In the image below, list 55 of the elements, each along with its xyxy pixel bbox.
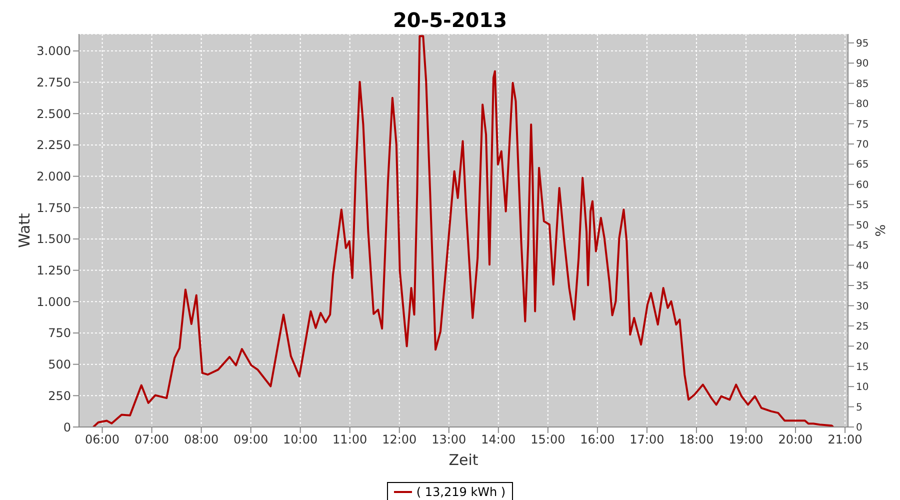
y2-tick-label: 90 xyxy=(856,58,869,70)
y-axis-title: Watt xyxy=(15,212,34,248)
y2-tick-label: 75 xyxy=(856,119,869,130)
x-tick-label: 12:00 xyxy=(382,432,417,447)
y-tick-label: 250 xyxy=(48,388,71,403)
y2-tick-label: 40 xyxy=(856,260,869,272)
y-tick-label: 2.000 xyxy=(36,170,71,184)
line-series xyxy=(92,35,834,427)
y-tick-label: 2.500 xyxy=(36,106,71,121)
x-tick-label: 21:00 xyxy=(828,432,862,447)
y2-tick-label: 20 xyxy=(856,342,869,353)
y2-axis-title: % xyxy=(871,224,886,237)
x-tick-label: 08:00 xyxy=(184,432,219,447)
y2-tick-label: 55 xyxy=(856,200,869,212)
y2-tick-label: 0 xyxy=(856,422,862,434)
y2-tick-label: 65 xyxy=(856,160,869,171)
y2-tick-label: 25 xyxy=(856,321,869,332)
y-tick-label: 1.500 xyxy=(36,232,71,246)
x-tick-label: 07:00 xyxy=(134,432,170,447)
y2-tick-label: 10 xyxy=(856,382,869,394)
y-tick-label: 1.250 xyxy=(36,264,71,278)
y-tick-label: 2.750 xyxy=(36,76,71,90)
y2-tick-label: 80 xyxy=(856,99,869,110)
x-tick-label: 16:00 xyxy=(580,432,615,447)
y2-tick-label: 50 xyxy=(856,220,869,232)
y-tick-label: 1.000 xyxy=(36,294,71,309)
x-tick-label: 17:00 xyxy=(630,432,664,447)
x-tick-label: 18:00 xyxy=(679,432,714,447)
y-tick-label: 500 xyxy=(48,358,71,372)
y2-tick-label: 70 xyxy=(856,140,869,151)
y2-tick-label: 30 xyxy=(856,301,869,312)
x-tick-label: 11:00 xyxy=(332,432,368,447)
y2-tick-label: 60 xyxy=(856,180,869,191)
y-tick-label: 3.000 xyxy=(36,44,71,58)
x-tick-label: 13:00 xyxy=(432,432,466,447)
legend-label: ( 13,219 kWh ) xyxy=(416,485,506,499)
x-tick-label: 10:00 xyxy=(283,432,318,447)
y-tick-label: 2.250 xyxy=(36,138,71,152)
x-tick-label: 09:00 xyxy=(234,432,268,447)
x-tick-label: 06:00 xyxy=(84,432,120,447)
y-tick-label: 1.750 xyxy=(36,200,71,215)
chart-title: 20-5-2013 xyxy=(392,8,508,32)
y-tick-label: 750 xyxy=(48,326,71,340)
y2-tick-label: 45 xyxy=(856,240,869,252)
y-tick-label: 0 xyxy=(63,420,71,434)
x-tick-label: 20:00 xyxy=(778,432,813,447)
y2-tick-label: 35 xyxy=(856,281,869,292)
y2-tick-label: 85 xyxy=(856,78,869,90)
y2-tick-label: 95 xyxy=(856,38,869,50)
y2-tick-label: 5 xyxy=(856,402,862,414)
y2-tick-label: 15 xyxy=(856,362,869,373)
x-axis-title: Zeit xyxy=(448,451,478,469)
x-tick-label: 19:00 xyxy=(728,432,764,447)
x-tick-label: 14:00 xyxy=(481,432,516,447)
x-tick-label: 15:00 xyxy=(530,432,566,447)
